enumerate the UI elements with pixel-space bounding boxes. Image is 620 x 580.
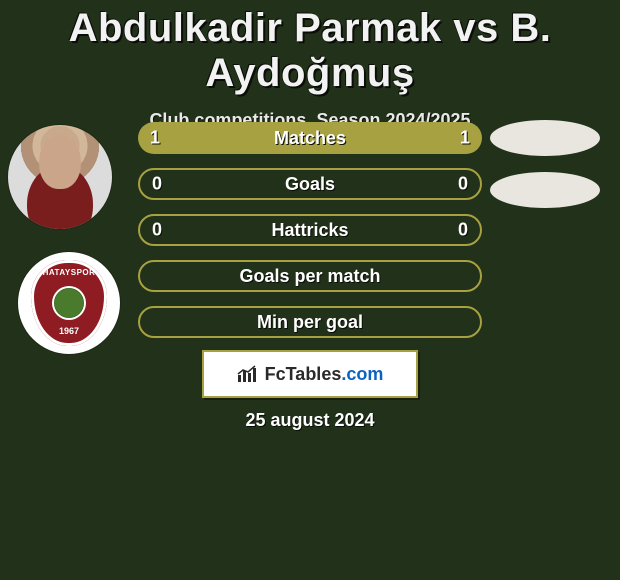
page-title: Abdulkadir Parmak vs B. Aydoğmuş — [0, 6, 620, 96]
stat-row-goals-per-match: Goals per match — [138, 260, 482, 292]
club-year: 1967 — [31, 326, 107, 336]
club-shield-icon: HATAYSPOR 1967 — [31, 260, 107, 346]
player1-avatar — [8, 125, 112, 229]
snapshot-date: 25 august 2024 — [0, 410, 620, 431]
brand-name: FcTables — [265, 364, 342, 384]
stat-label: Matches — [274, 128, 346, 149]
stats-list: 1 Matches 1 0 Goals 0 0 Hattricks 0 Goal… — [138, 122, 482, 352]
brand-domain: .com — [341, 364, 383, 384]
stat-row-goals: 0 Goals 0 — [138, 168, 482, 200]
club-name: HATAYSPOR — [31, 268, 107, 277]
stat-label: Hattricks — [271, 220, 348, 241]
stat-left-value: 0 — [152, 220, 162, 241]
player1-club-badge: HATAYSPOR 1967 — [18, 252, 120, 354]
club-center-icon — [52, 286, 86, 320]
comparison-card: Abdulkadir Parmak vs B. Aydoğmuş Club co… — [0, 0, 620, 580]
stat-label: Goals per match — [239, 266, 380, 287]
brand-text: FcTables.com — [265, 364, 384, 385]
stat-row-min-per-goal: Min per goal — [138, 306, 482, 338]
player2-club-placeholder — [490, 172, 600, 208]
stat-label: Goals — [285, 174, 335, 195]
bar-chart-icon — [237, 365, 259, 383]
stat-left-value: 0 — [152, 174, 162, 195]
stat-right-value: 0 — [458, 174, 468, 195]
stat-right-value: 0 — [458, 220, 468, 241]
source-badge[interactable]: FcTables.com — [202, 350, 418, 398]
stat-label: Min per goal — [257, 312, 363, 333]
stat-right-value: 1 — [460, 128, 470, 149]
stat-row-hattricks: 0 Hattricks 0 — [138, 214, 482, 246]
player2-avatar-placeholder — [490, 120, 600, 156]
stat-left-value: 1 — [150, 128, 160, 149]
stat-row-matches: 1 Matches 1 — [138, 122, 482, 154]
